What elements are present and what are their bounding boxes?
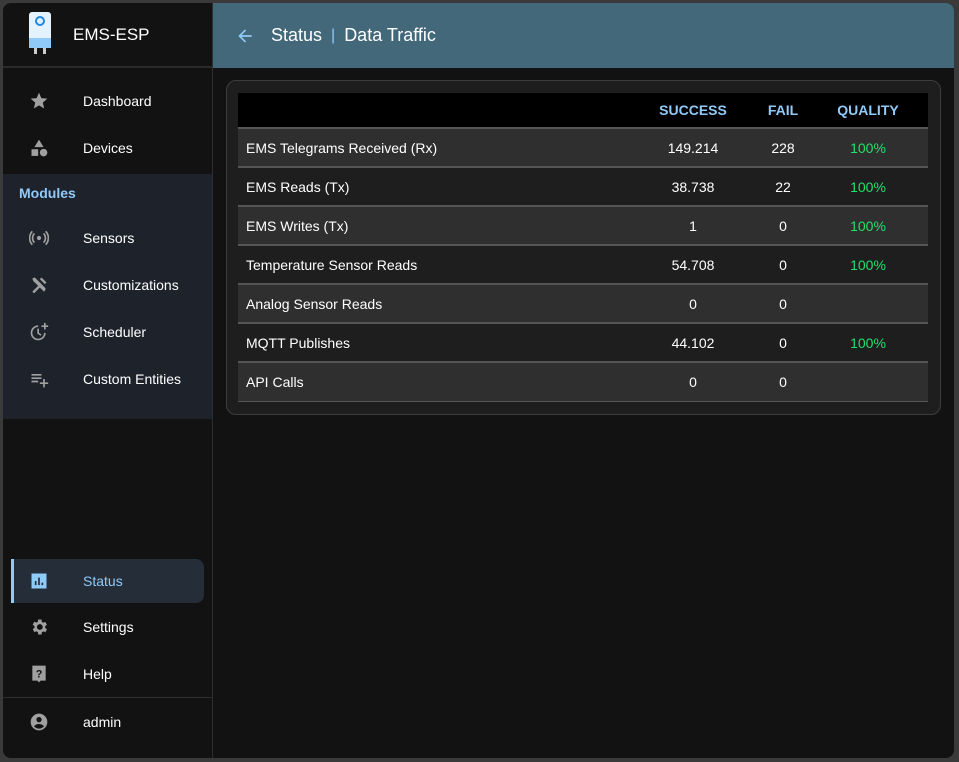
sidebar-item-scheduler[interactable]: Scheduler [3,308,212,355]
success-count: 44.102 [628,322,758,362]
success-count: 1 [628,205,758,245]
sidebar-item-dashboard[interactable]: Dashboard [3,77,212,124]
account-circle-icon [28,711,50,733]
sidebar-item-label: Dashboard [83,92,152,109]
playlist-add-icon [28,368,50,390]
column-header-name [238,93,628,128]
quality-value: 100% [808,205,928,245]
table-row: Analog Sensor Reads 0 0 [238,283,928,323]
sidebar-item-label: Help [83,665,112,682]
sidebar-item-custom-entities[interactable]: Custom Entities [3,355,212,402]
row-name: EMS Writes (Tx) [238,205,628,245]
sidebar-item-label: Customizations [83,276,179,293]
fail-count: 0 [758,205,808,245]
table-row: Temperature Sensor Reads 54.708 0 100% [238,244,928,284]
row-name: EMS Reads (Tx) [238,166,628,206]
category-icon [28,137,50,159]
ems-esp-logo-icon [29,11,51,54]
table-row: EMS Reads (Tx) 38.738 22 100% [238,166,928,206]
row-name: API Calls [238,361,628,402]
success-count: 38.738 [628,166,758,206]
app-window: EMS-ESP Dashboard Devices Modules Sensor… [3,3,954,758]
star-icon [28,90,50,112]
data-traffic-table: SUCCESS FAIL QUALITY EMS Telegrams Recei… [238,93,928,402]
quality-value: 100% [808,127,928,167]
app-title: EMS-ESP [73,24,150,44]
table-row: API Calls 0 0 [238,361,928,402]
fail-count: 0 [758,283,808,323]
gear-icon [28,616,50,638]
row-name: MQTT Publishes [238,322,628,362]
fail-count: 0 [758,361,808,402]
breadcrumb-separator: | [331,26,336,44]
sidebar-item-label: Custom Entities [83,370,182,387]
sidebar-item-customizations[interactable]: Customizations [3,261,212,308]
back-arrow-icon[interactable] [235,26,255,46]
brand: EMS-ESP [3,3,212,68]
sidebar-item-settings[interactable]: Settings [3,603,212,650]
help-icon: ? [28,663,50,685]
row-name: Temperature Sensor Reads [238,244,628,284]
sidebar: EMS-ESP Dashboard Devices Modules Sensor… [3,3,213,758]
quality-value [808,283,928,323]
sidebar-item-label: Status [83,573,123,589]
column-header-quality: QUALITY [808,93,928,128]
fail-count: 0 [758,322,808,362]
column-header-success: SUCCESS [628,93,758,128]
sidebar-item-label: Scheduler [83,323,147,340]
column-header-fail: FAIL [758,93,808,128]
row-name: Analog Sensor Reads [238,283,628,323]
assessment-icon [28,570,50,592]
sidebar-item-help[interactable]: ? Help [3,650,212,697]
sensors-icon [28,227,50,249]
sidebar-item-label: Sensors [83,229,135,246]
success-count: 0 [628,361,758,402]
quality-value: 100% [808,166,928,206]
table-row: EMS Writes (Tx) 1 0 100% [238,205,928,245]
svg-text:?: ? [36,668,43,680]
table-row: EMS Telegrams Received (Rx) 149.214 228 100… [238,127,928,167]
breadcrumb-section[interactable]: Status [271,25,323,45]
page-title: Data Traffic [344,25,436,45]
user-name: admin [83,714,122,730]
sidebar-item-label: Devices [83,139,133,156]
sidebar-item-label: Settings [83,618,134,635]
success-count: 0 [628,283,758,323]
quality-value: 100% [808,244,928,284]
fail-count: 22 [758,166,808,206]
more-time-icon [28,321,50,343]
sidebar-item-sensors[interactable]: Sensors [3,214,212,261]
row-name: EMS Telegrams Received (Rx) [238,127,628,167]
quality-value: 100% [808,322,928,362]
divider [3,697,212,698]
success-count: 149.214 [628,127,758,167]
app-header: Status | Data Traffic [213,3,954,68]
modules-header: Modules [19,185,76,201]
modules-section: Modules Sensors Customizations Scheduler… [3,174,212,419]
sidebar-item-devices[interactable]: Devices [3,124,212,171]
quality-value [808,361,928,402]
sidebar-item-status[interactable]: Status [3,559,212,603]
fail-count: 228 [758,127,808,167]
table-row: MQTT Publishes 44.102 0 100% [238,322,928,362]
data-traffic-card: SUCCESS FAIL QUALITY EMS Telegrams Recei… [226,80,941,415]
sidebar-item-user[interactable]: admin [3,698,212,746]
fail-count: 0 [758,244,808,284]
build-icon [28,274,50,296]
success-count: 54.708 [628,244,758,284]
